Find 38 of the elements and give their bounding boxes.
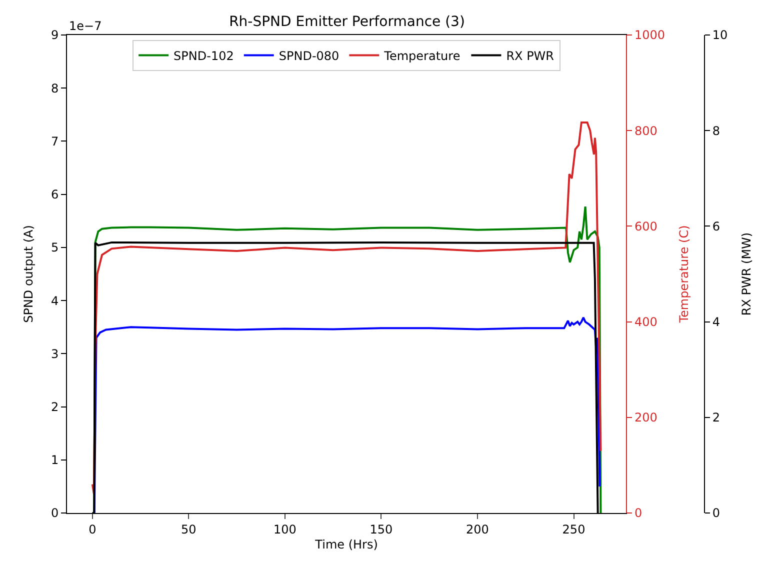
y-tick-label: 3	[50, 346, 59, 361]
y3-tick-label: 2	[712, 410, 720, 425]
chart-title: Rh-SPND Emitter Performance (3)	[229, 14, 465, 30]
x-tick-label: 150	[370, 522, 393, 536]
y-tick-label: 5	[50, 240, 59, 255]
y3-tick-label: 10	[712, 28, 728, 42]
y2-tick-label: 600	[634, 219, 658, 234]
y-tick-label: 7	[50, 134, 59, 148]
y-axis-title: SPND output (A)	[21, 225, 36, 323]
legend-label: SPND-080	[278, 48, 340, 63]
x-tick-label: 200	[466, 522, 489, 536]
y2-tick-label: 200	[634, 410, 658, 425]
y-tick-label: 1	[50, 453, 59, 468]
y-tick-label: 6	[50, 188, 59, 202]
y2-axis-title: Temperature (C)	[676, 225, 691, 324]
y-tick-label: 8	[50, 81, 59, 96]
y2-tick-label: 0	[634, 506, 642, 520]
x-tick-label: 250	[562, 522, 586, 536]
y-tick-label: 4	[50, 294, 59, 308]
y3-axis-title: RX PWR (MW)	[740, 232, 754, 316]
y3-tick-label: 0	[712, 506, 720, 520]
x-tick-label: 100	[273, 522, 296, 536]
legend-label: Temperature	[383, 48, 460, 63]
y2-tick-label: 800	[634, 124, 658, 138]
x-axis-title: Time (Hrs)	[314, 537, 378, 552]
y3-tick-label: 8	[712, 124, 720, 138]
legend-label: RX PWR	[506, 48, 554, 63]
x-tick-label: 0	[88, 522, 96, 536]
y3-tick-label: 6	[712, 219, 720, 234]
y3-tick-label: 4	[712, 315, 720, 329]
x-tick-label: 50	[181, 522, 196, 536]
y2-tick-label: 400	[634, 315, 658, 329]
legend-label: SPND-102	[174, 48, 234, 63]
text: 1e−7	[69, 19, 102, 33]
y-tick-label: 0	[50, 506, 59, 520]
y-tick-label: 2	[50, 400, 59, 414]
y2-tick-label: 1000	[634, 28, 666, 42]
y-tick-label: 9	[50, 28, 59, 42]
